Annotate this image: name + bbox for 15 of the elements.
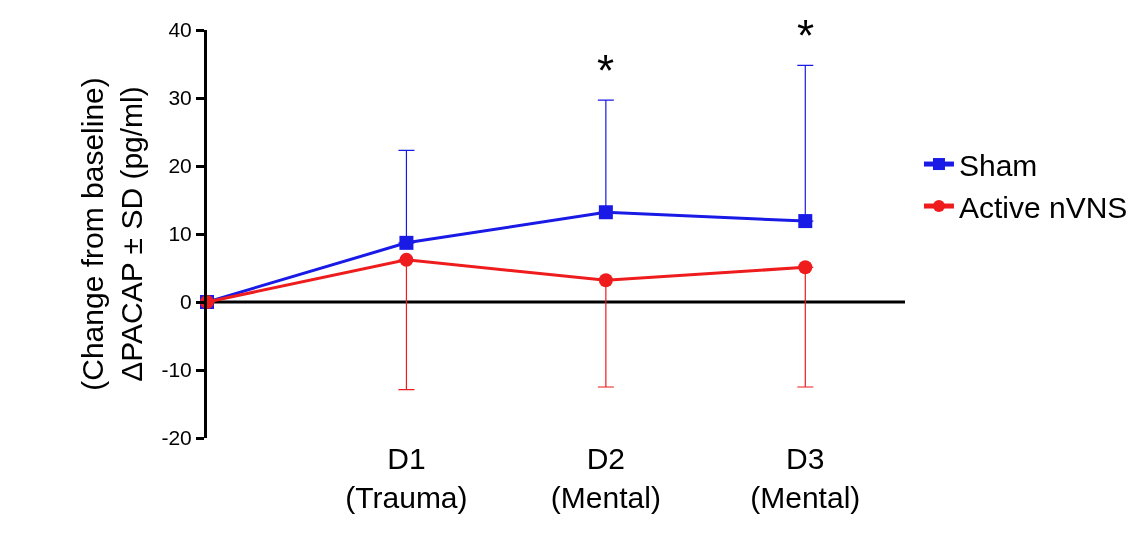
legend-label: Sham: [958, 148, 1038, 182]
annotation: *: [797, 11, 815, 60]
x-tick-label: D2 (Mental): [550, 442, 661, 514]
y-axis-title: (Change from baseline) ΔPACAP ± SD (pg/ml): [76, 77, 149, 391]
y-tick-label: 40: [168, 18, 192, 42]
y-tick-label: 0: [180, 290, 192, 314]
y-tick-label: 30: [168, 86, 192, 110]
legend-label: Active nVNS: [958, 190, 1128, 224]
x-tick-label: D1 (Trauma): [345, 442, 468, 514]
annotation: *: [597, 46, 615, 95]
y-tick-label: -20: [161, 426, 192, 450]
x-tick-label: D3 (Mental): [750, 442, 861, 514]
y-tick-label: -10: [161, 358, 192, 382]
y-tick-label: 10: [168, 222, 192, 246]
y-tick-label: 20: [168, 154, 192, 178]
